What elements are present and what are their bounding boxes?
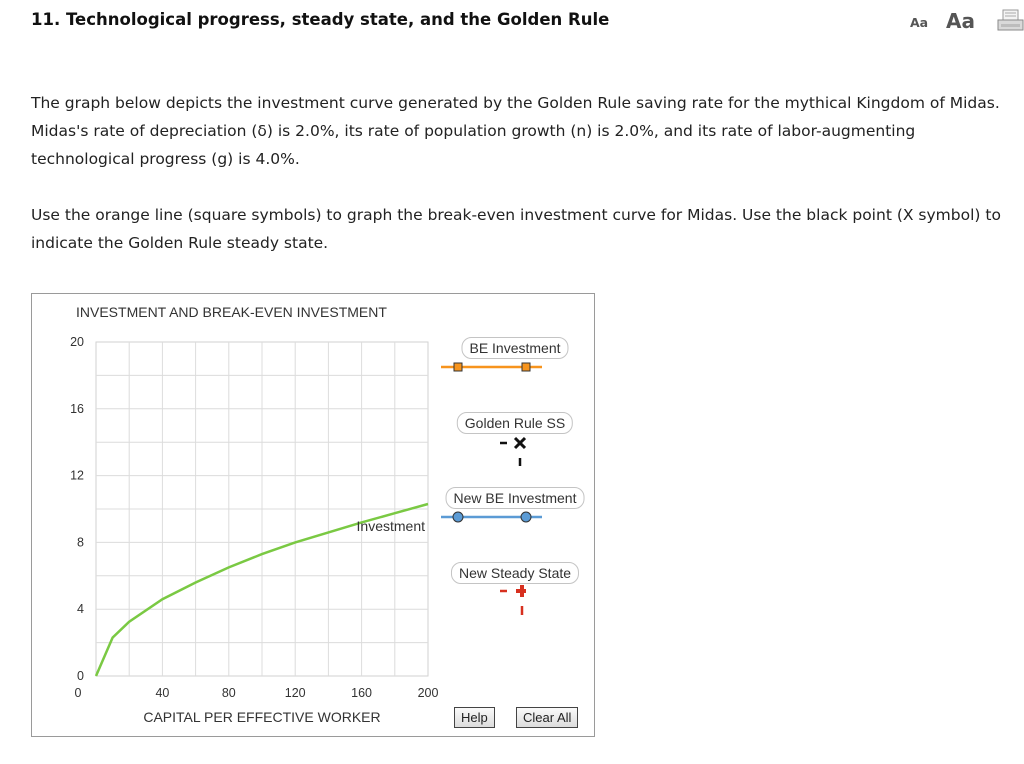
x-tick-label: 160 xyxy=(351,686,372,700)
tool-label-new-be-investment: New BE Investment xyxy=(445,487,585,509)
x-tick-label: 40 xyxy=(155,686,169,700)
tool-label-be-investment: BE Investment xyxy=(461,337,569,359)
x-tick-label: 0 xyxy=(75,686,82,700)
graph-panel: INVESTMENT AND BREAK-EVEN INVESTMENT 0 4 8 1… xyxy=(31,293,595,737)
font-size-large-button[interactable]: Aa xyxy=(946,9,975,33)
clear-all-button[interactable]: Clear All xyxy=(516,707,579,728)
question-title: 11. Technological progress, steady state… xyxy=(31,10,610,29)
print-icon[interactable] xyxy=(995,8,1024,34)
new-be-investment-tool[interactable] xyxy=(438,508,544,526)
y-tick-label: 16 xyxy=(70,402,84,416)
golden-rule-ss-tool[interactable] xyxy=(496,434,526,470)
intro-paragraph: The graph below depicts the investment c… xyxy=(31,94,1000,168)
font-size-small-button[interactable]: Aa xyxy=(910,15,929,30)
y-tick-label: 4 xyxy=(77,602,84,616)
chart-area[interactable]: INVESTMENT AND BREAK-EVEN INVESTMENT 0 4 8 1… xyxy=(32,294,594,736)
investment-curve xyxy=(94,502,429,677)
tool-label-golden-rule-ss: Golden Rule SS xyxy=(456,412,574,434)
y-tick-label: 12 xyxy=(70,469,84,483)
y-tick-label: 8 xyxy=(77,535,84,549)
y-tick-label: 20 xyxy=(70,335,84,349)
help-button[interactable]: Help xyxy=(454,707,495,728)
new-steady-state-tool[interactable] xyxy=(496,582,526,618)
x-tick-label: 80 xyxy=(222,686,236,700)
investment-curve-label: Investment xyxy=(357,518,426,534)
y-tick-label: 0 xyxy=(77,669,84,683)
chart-title: INVESTMENT AND BREAK-EVEN INVESTMENT xyxy=(76,304,387,320)
x-tick-label: 120 xyxy=(285,686,306,700)
instruction-paragraph: Use the orange line (square symbols) to … xyxy=(31,206,1001,252)
x-axis-title: CAPITAL PER EFFECTIVE WORKER xyxy=(143,709,380,725)
x-tick-label: 200 xyxy=(418,686,439,700)
be-investment-tool[interactable] xyxy=(438,358,544,376)
tool-label-new-steady-state: New Steady State xyxy=(450,562,580,584)
